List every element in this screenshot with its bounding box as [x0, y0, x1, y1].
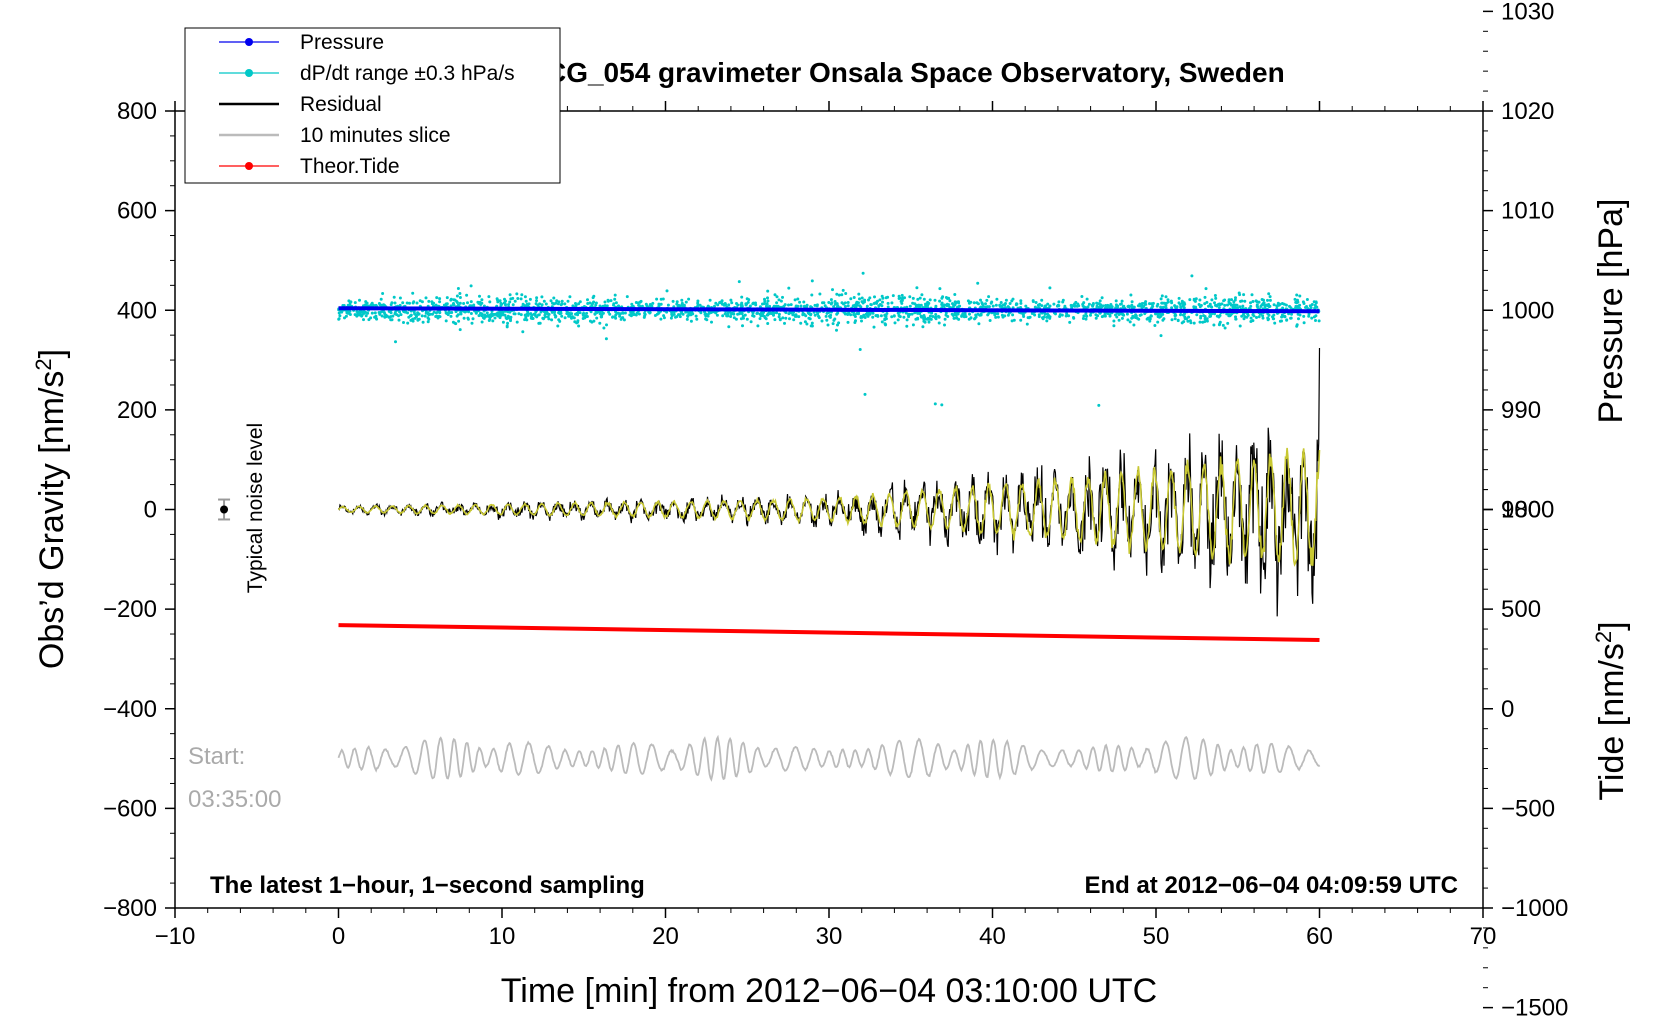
legend-item: Theor.Tide [219, 155, 400, 178]
data-layer [218, 271, 1321, 782]
y-left-tick-label: −400 [103, 696, 157, 723]
pressure-tick-label: 1000 [1501, 297, 1554, 324]
residual-fit-line [337, 447, 1321, 567]
y-left-tick-label: 200 [117, 397, 157, 424]
y-axis-title-left-sup: 2 [31, 358, 56, 370]
y-left-tick-label: 0 [144, 497, 157, 524]
legend-label: Residual [300, 93, 382, 116]
x-tick-label: 0 [332, 923, 345, 950]
footer-left-note: The latest 1−hour, 1−second sampling [210, 872, 645, 899]
x-tick-label: 10 [489, 923, 516, 950]
legend-label: dP/dt range ±0.3 hPa/s [300, 62, 515, 85]
pressure-line [338, 306, 1320, 314]
x-tick-label: 60 [1306, 923, 1333, 950]
legend-item: 10 minutes slice [219, 124, 451, 147]
pressure-tick-label: 1020 [1501, 98, 1554, 125]
y-left-tick-label: −600 [103, 795, 157, 822]
footer-right-note: End at 2012−06−04 04:09:59 UTC [1084, 872, 1458, 899]
legend-label: 10 minutes slice [300, 124, 451, 147]
pressure-tick-label: 990 [1501, 397, 1541, 424]
legend: Pressure dP/dt range ±0.3 hPa/s Residual 10… [184, 27, 561, 184]
x-tick-label: 40 [979, 923, 1006, 950]
y-axis-title-tide-sup: 2 [1591, 631, 1616, 643]
x-tick-label: 50 [1143, 923, 1170, 950]
y-left-tick-label: −800 [103, 895, 157, 922]
x-tick-label: −10 [155, 923, 196, 950]
dpdt-points [337, 271, 1321, 407]
noise-level-label: Typical noise level [244, 423, 267, 593]
legend-box [184, 27, 561, 184]
y-left-tick-label: 600 [117, 198, 157, 225]
slice-line [337, 734, 1321, 782]
y-axis-title-left: Obs’d Gravity [nm/s2] [31, 349, 71, 669]
start-label: Start: [188, 743, 245, 770]
legend-swatch-dot [245, 38, 253, 46]
tide-tick-label: 0 [1501, 696, 1514, 723]
tide-tick-label: −500 [1501, 795, 1555, 822]
legend-item: Residual [219, 93, 382, 116]
y-axis-title-pressure: Pressure [hPa] [1592, 199, 1630, 424]
tide-tick-label: 500 [1501, 596, 1541, 623]
pressure-tick-label: 1030 [1501, 0, 1554, 25]
legend-label: Theor.Tide [300, 155, 400, 178]
tide-line [338, 623, 1320, 643]
pressure-tick-label: 980 [1501, 497, 1541, 524]
x-tick-label: 70 [1470, 923, 1497, 950]
noise-marker-dot [220, 505, 229, 514]
legend-swatch-dot [245, 162, 253, 170]
pressure-tick-label: 1010 [1501, 198, 1554, 225]
tide-tick-label: 1000 [1501, 497, 1554, 524]
legend-swatch-dot [245, 69, 253, 77]
y-left-tick-label: 400 [117, 297, 157, 324]
tide-tick-label: −1500 [1501, 995, 1568, 1020]
chart-title: SCG_054 gravimeter Onsala Space Observat… [527, 57, 1284, 88]
y-axis-title-tide: Tide [nm/s2] [1591, 621, 1631, 800]
start-time: 03:35:00 [188, 786, 281, 813]
axes-layer: −10 0 10 20 30 40 50 60 708006004002000−200−400−… [103, 0, 1568, 1020]
x-tick-label: 20 [652, 923, 679, 950]
legend-label: Pressure [300, 31, 384, 54]
x-tick-label: 30 [816, 923, 843, 950]
x-axis-title: Time [min] from 2012−06−04 03:10:00 UTC [501, 972, 1157, 1010]
y-left-tick-label: −200 [103, 596, 157, 623]
tide-tick-label: −1000 [1501, 895, 1568, 922]
y-left-tick-label: 800 [117, 98, 157, 125]
legend-item: dP/dt range ±0.3 hPa/s [219, 62, 515, 85]
legend-item: Pressure [219, 31, 384, 54]
